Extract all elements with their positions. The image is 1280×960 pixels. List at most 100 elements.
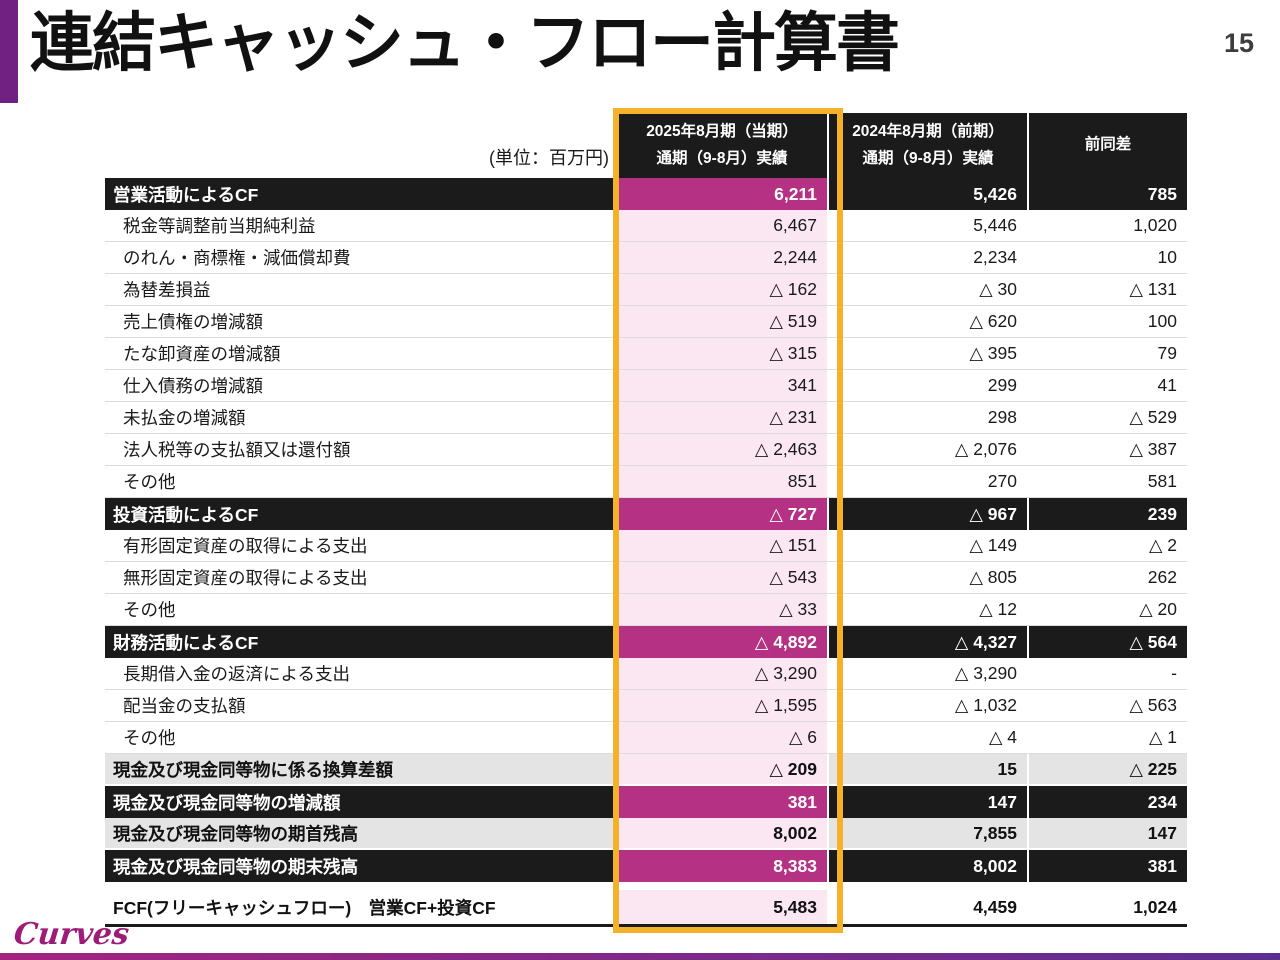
value-previous-period: △ 395 (827, 338, 1027, 370)
table-row-detail: 無形固定資産の取得による支出 △ 543 △ 805 262 (105, 562, 1187, 594)
row-label: 配当金の支払額 (105, 690, 617, 722)
column-header-diff: 前同差 (1027, 113, 1187, 178)
row-label: 財務活動によるCF (113, 632, 259, 653)
value-yoy-diff: 100 (1027, 306, 1187, 338)
value-yoy-diff: 234 (1027, 786, 1187, 818)
row-label: 未払金の増減額 (105, 402, 617, 434)
value-previous-period: 15 (827, 754, 1027, 786)
value-previous-period: △ 149 (827, 530, 1027, 562)
column-header-line: 通期（9-8月）実績 (656, 149, 788, 167)
value-yoy-diff: △ 1 (1027, 722, 1187, 754)
row-label: 営業活動によるCF (113, 184, 259, 205)
row-label: 売上債権の増減額 (105, 306, 617, 338)
table-row-gray: 現金及び現金同等物に係る換算差額 △ 209 15 △ 225 (105, 754, 1187, 786)
value-previous-period: 7,855 (827, 818, 1027, 850)
page-number: 15 (1223, 28, 1254, 58)
table-row-section: 営業活動によるCF 6,211 5,426 785 (105, 178, 1187, 210)
table-row-detail: 税金等調整前当期純利益 6,467 5,446 1,020 (105, 210, 1187, 242)
row-label: その他 (105, 722, 617, 754)
row-label: 現金及び現金同等物の期首残高 (105, 818, 617, 850)
value-current-period: △ 33 (617, 594, 827, 626)
value-current-period: △ 2,463 (617, 434, 827, 466)
value-yoy-diff: 239 (1027, 498, 1187, 530)
value-current-period: △ 4,892 (617, 626, 827, 658)
table-row-detail: その他 851 270 581 (105, 466, 1187, 498)
value-yoy-diff: 1,024 (1133, 896, 1177, 917)
table-body: 営業活動によるCF 6,211 5,426 785 税金等調整前当期純利益 6,467 5,… (105, 178, 1187, 927)
table-row-detail: 法人税等の支払額又は還付額 △ 2,463 △ 2,076 △ 387 (105, 434, 1187, 466)
unit-label: (単位：百万円) (489, 148, 609, 168)
value-current-period: 8,002 (617, 818, 827, 850)
value-previous-period: △ 30 (827, 274, 1027, 306)
value-previous-period: △ 620 (827, 306, 1027, 338)
value-yoy-diff: 381 (1027, 850, 1187, 882)
table-row-detail: その他 △ 6 △ 4 △ 1 (105, 722, 1187, 754)
value-current-period: 2,244 (617, 242, 827, 274)
value-yoy-diff: 147 (1027, 818, 1187, 850)
row-label: その他 (105, 594, 617, 626)
row-label: 現金及び現金同等物に係る換算差額 (105, 754, 617, 786)
row-label: 無形固定資産の取得による支出 (105, 562, 617, 594)
page-title: 連結キャッシュ・フロー計算書 (30, 7, 900, 79)
value-previous-period: 147 (827, 786, 1027, 818)
table-row-detail: 未払金の増減額 △ 231 298 △ 529 (105, 402, 1187, 434)
value-current-period: 5,483 (617, 890, 827, 924)
column-header-line: 2024年8月期（前期） (852, 123, 1004, 141)
row-label: 法人税等の支払額又は還付額 (105, 434, 617, 466)
value-previous-period: △ 4 (827, 722, 1027, 754)
value-yoy-diff: △ 529 (1027, 402, 1187, 434)
value-current-period: △ 209 (617, 754, 827, 786)
table-row-gray: 現金及び現金同等物の期首残高 8,002 7,855 147 (105, 818, 1187, 850)
value-yoy-diff: 581 (1027, 466, 1187, 498)
row-label: その他 (105, 466, 617, 498)
value-previous-period: △ 2,076 (827, 434, 1027, 466)
value-yoy-diff: 41 (1027, 370, 1187, 402)
column-header-previous: 2024年8月期（前期） 通期（9-8月）実績 (827, 113, 1027, 178)
table-row-fcf: FCF(フリーキャッシュフロー) 営業CF+投資CF 5,483 4,459 1,02… (105, 890, 1187, 927)
title-accent-bar (0, 0, 18, 103)
value-yoy-diff: △ 563 (1027, 690, 1187, 722)
value-yoy-diff: 10 (1027, 242, 1187, 274)
value-yoy-diff: △ 564 (1027, 626, 1187, 658)
row-label: 有形固定資産の取得による支出 (105, 530, 617, 562)
value-previous-period: 4,459 (973, 896, 1017, 917)
table-row-section: 現金及び現金同等物の期末残高 8,383 8,002 381 (105, 850, 1187, 882)
value-current-period: △ 543 (617, 562, 827, 594)
value-current-period: △ 151 (617, 530, 827, 562)
value-current-period: 8,383 (617, 850, 827, 882)
row-label: 仕入債務の増減額 (105, 370, 617, 402)
value-current-period: △ 162 (617, 274, 827, 306)
row-label: 税金等調整前当期純利益 (105, 210, 617, 242)
table-row-detail: 仕入債務の増減額 341 299 41 (105, 370, 1187, 402)
table-row-detail: 為替差損益 △ 162 △ 30 △ 131 (105, 274, 1187, 306)
value-current-period: △ 315 (617, 338, 827, 370)
value-previous-period: 270 (827, 466, 1027, 498)
value-current-period: 6,467 (617, 210, 827, 242)
row-label: 投資活動によるCF (113, 504, 259, 525)
value-current-period: 341 (617, 370, 827, 402)
value-previous-period: △ 3,290 (827, 658, 1027, 690)
value-yoy-diff: △ 387 (1027, 434, 1187, 466)
value-yoy-diff: 1,020 (1027, 210, 1187, 242)
row-label: FCF(フリーキャッシュフロー) 営業CF+投資CF (113, 897, 496, 918)
value-current-period: △ 231 (617, 402, 827, 434)
table-row-detail: のれん・商標権・減価償却費 2,244 2,234 10 (105, 242, 1187, 274)
value-previous-period: 2,234 (827, 242, 1027, 274)
column-header-current: 2025年8月期（当期） 通期（9-8月）実績 (617, 113, 827, 178)
table-header-row: (単位：百万円) 2025年8月期（当期） 通期（9-8月）実績 2024年8月期（… (105, 113, 1187, 178)
curves-logo: Curves (12, 917, 131, 952)
value-current-period: △ 727 (617, 498, 827, 530)
value-previous-period: △ 967 (827, 498, 1027, 530)
value-previous-period: 8,002 (827, 850, 1027, 882)
value-yoy-diff: 785 (1027, 178, 1187, 210)
value-previous-period: 5,426 (827, 178, 1027, 210)
cashflow-table: (単位：百万円) 2025年8月期（当期） 通期（9-8月）実績 2024年8月期（… (105, 108, 1187, 933)
value-yoy-diff: △ 131 (1027, 274, 1187, 306)
table-row-detail: 配当金の支払額 △ 1,595 △ 1,032 △ 563 (105, 690, 1187, 722)
value-previous-period: 5,446 (827, 210, 1027, 242)
value-previous-period: △ 1,032 (827, 690, 1027, 722)
value-current-period: △ 519 (617, 306, 827, 338)
table-row-detail: 有形固定資産の取得による支出 △ 151 △ 149 △ 2 (105, 530, 1187, 562)
value-previous-period: △ 805 (827, 562, 1027, 594)
